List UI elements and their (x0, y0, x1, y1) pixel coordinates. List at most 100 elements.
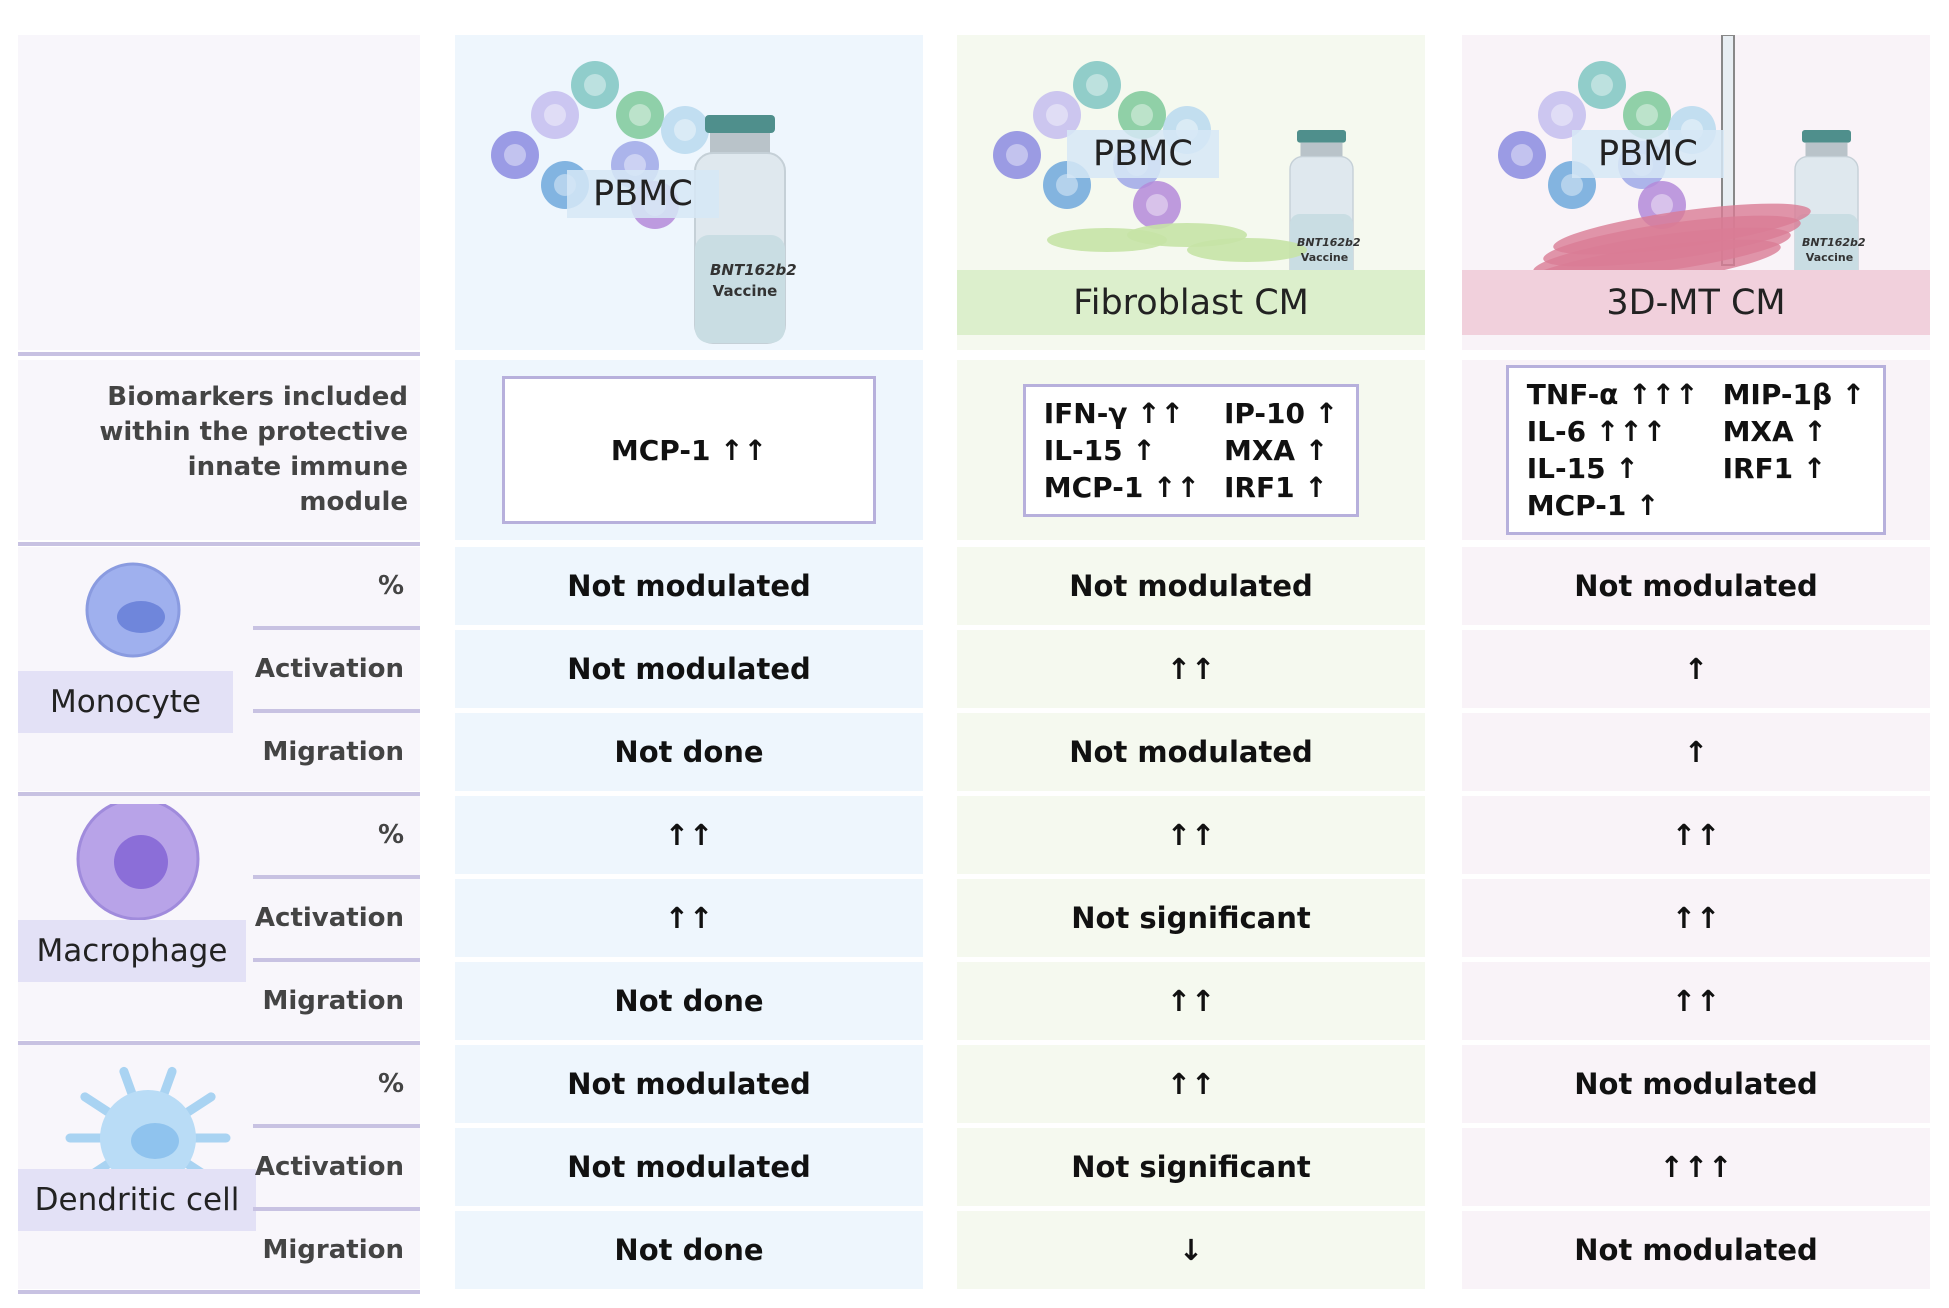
cell-icon (571, 61, 619, 109)
biomarker: MXA ↑ (1722, 415, 1827, 448)
vial-label: BNT162b2 Vaccine (1297, 235, 1361, 266)
measure-label: % (377, 820, 404, 850)
cell-icon (1033, 91, 1081, 139)
pbmc-label: PBMC (1067, 130, 1219, 178)
cell-icon (531, 91, 579, 139)
measure-label: Activation (254, 903, 404, 933)
cell-icon (1498, 131, 1546, 179)
value-cell: Not modulated (957, 547, 1425, 625)
vial-name: BNT162b2 (1297, 236, 1361, 249)
cell-icon (1578, 61, 1626, 109)
cell-illustration (85, 562, 181, 658)
value-cell: Not done (455, 713, 923, 791)
value-cell: Not modulated (455, 630, 923, 708)
cell-icon (1133, 181, 1181, 229)
biomarker: TNF-α ↑↑↑ (1526, 378, 1699, 411)
biomarker: IFN-γ ↑↑ (1043, 396, 1185, 430)
value-cell: ↑↑ (1462, 796, 1930, 874)
column-header: BNT162b2 Vaccine PBMC (455, 35, 923, 350)
cell-icon (1623, 91, 1671, 139)
sep (18, 792, 420, 796)
value-cell: Not done (455, 962, 923, 1040)
biomarker-cell: TNF-α ↑↑↑ MIP-1β ↑ IL-6 ↑↑↑ MXA ↑ IL-15 ↑ IRF… (1462, 360, 1930, 540)
biomarker: IP-10 ↑ (1223, 396, 1339, 430)
value-cell: Not significant (957, 879, 1425, 957)
biomarker: MCP-1 ↑↑ (1043, 470, 1200, 504)
sep (253, 1207, 420, 1211)
value-cell: ↑↑ (455, 879, 923, 957)
biomarker: IL-6 ↑↑↑ (1526, 415, 1667, 448)
left-header (18, 35, 420, 350)
value-cell: ↑↑ (455, 796, 923, 874)
value-cell: ↑↑↑ (1462, 1128, 1930, 1206)
value-cell: ↓ (957, 1211, 1425, 1289)
condition-label: 3D-MT CM (1462, 270, 1930, 335)
biomarker: MCP-1 ↑ (1526, 489, 1660, 522)
vial-name: BNT162b2 (710, 261, 797, 279)
vial-sub: Vaccine (1805, 251, 1854, 265)
vial-sub: Vaccine (1300, 251, 1349, 265)
sep (253, 1124, 420, 1128)
sep (18, 1041, 420, 1045)
value-cell: Not modulated (957, 713, 1425, 791)
column-header: BNT162b2 Vaccine PBMC 3D-MT CM (1462, 35, 1930, 350)
sep (253, 626, 420, 630)
group-left (18, 1045, 420, 1289)
biomarker: MCP-1 ↑↑ (610, 433, 768, 467)
value-cell: Not done (455, 1211, 923, 1289)
value-cell: ↑↑ (1462, 879, 1930, 957)
sep (253, 709, 420, 713)
cell-illustration (76, 804, 200, 921)
cell-icon (661, 106, 709, 154)
sep (18, 542, 420, 546)
measure-label: Migration (262, 986, 404, 1016)
condition-label: Fibroblast CM (957, 270, 1425, 335)
biomarker-box: MCP-1 ↑↑ (502, 376, 876, 524)
value-cell: ↑↑ (957, 962, 1425, 1040)
value-cell: ↑↑ (957, 630, 1425, 708)
cell-name: Macrophage (18, 920, 246, 982)
biomarker: IRF1 ↑ (1223, 470, 1328, 504)
measure-label: Activation (254, 1152, 404, 1182)
cell-icon (616, 91, 664, 139)
pbmc-label: PBMC (1572, 130, 1724, 178)
cell-icon (1538, 91, 1586, 139)
sep (18, 352, 420, 356)
value-cell: ↑ (1462, 713, 1930, 791)
biomarker-cell: MCP-1 ↑↑ (455, 360, 923, 540)
vial (694, 115, 786, 344)
biomarker-label: Biomarkers included within the protectiv… (18, 360, 420, 540)
measure-label: Migration (262, 1235, 404, 1265)
pbmc-label: PBMC (567, 170, 719, 218)
value-cell: Not modulated (455, 1128, 923, 1206)
group-left (18, 547, 420, 791)
biomarker-cell: IFN-γ ↑↑ IP-10 ↑ IL-15 ↑ MXA ↑ MCP-1 ↑↑ IRF1 … (957, 360, 1425, 540)
biomarker-box: TNF-α ↑↑↑ MIP-1β ↑ IL-6 ↑↑↑ MXA ↑ IL-15 ↑ IRF… (1505, 365, 1887, 535)
column-header: BNT162b2 Vaccine PBMC Fibroblast CM (957, 35, 1425, 350)
fibroblast (1187, 238, 1307, 262)
value-cell: ↑↑ (1462, 962, 1930, 1040)
vial-label: BNT162b2 Vaccine (1802, 235, 1866, 266)
tissue (1553, 203, 1811, 255)
biomarker: IL-15 ↑ (1526, 452, 1639, 485)
measure-label: % (377, 571, 404, 601)
vial-label: BNT162b2 Vaccine (710, 260, 797, 302)
value-cell: ↑↑ (957, 796, 1425, 874)
value-cell: Not modulated (455, 547, 923, 625)
cell-name: Dendritic cell (18, 1169, 256, 1231)
cell-name: Monocyte (18, 671, 233, 733)
value-cell: Not significant (957, 1128, 1425, 1206)
measure-label: % (377, 1069, 404, 1099)
cell-icon (1073, 61, 1121, 109)
value-cell: ↑↑ (957, 1045, 1425, 1123)
biomarker: MIP-1β ↑ (1722, 378, 1866, 411)
measure-label: Activation (254, 654, 404, 684)
cell-icon (993, 131, 1041, 179)
vial-sub: Vaccine (712, 282, 778, 300)
sep (18, 1290, 420, 1294)
biomarker: IRF1 ↑ (1722, 452, 1827, 485)
value-cell: Not modulated (1462, 1045, 1930, 1123)
illustration (993, 61, 1354, 291)
biomarker: IL-15 ↑ (1043, 433, 1156, 467)
value-cell: Not modulated (1462, 547, 1930, 625)
